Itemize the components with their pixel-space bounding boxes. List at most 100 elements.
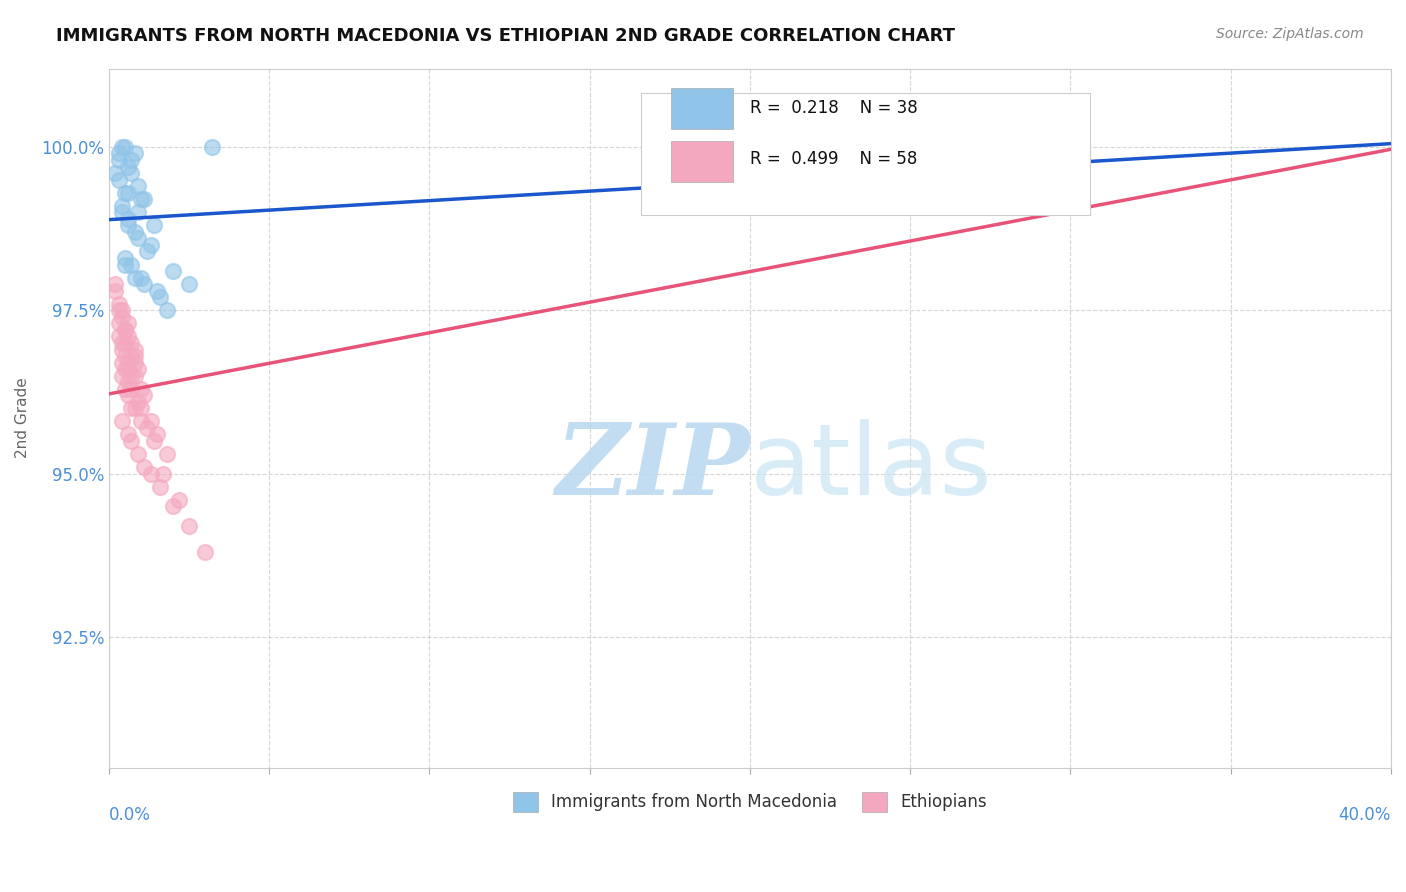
Point [127, 447, 149, 461]
Point [111, 355, 134, 369]
Point [104, 277, 127, 292]
Point [111, 303, 134, 318]
Point [129, 270, 152, 285]
Point [120, 382, 142, 396]
Text: ZIP: ZIP [555, 419, 749, 516]
Point [120, 368, 142, 383]
Point [120, 166, 142, 180]
Point [1059, 140, 1081, 154]
Y-axis label: 2nd Grade: 2nd Grade [15, 377, 30, 458]
Point [124, 343, 146, 357]
Point [107, 172, 129, 186]
Point [117, 317, 139, 331]
Point [107, 146, 129, 161]
Point [124, 355, 146, 369]
Text: R =  0.218    N = 38: R = 0.218 N = 38 [749, 99, 918, 118]
Point [111, 368, 134, 383]
Point [169, 492, 191, 507]
Point [114, 362, 136, 376]
Point [200, 140, 222, 154]
Point [117, 427, 139, 442]
Point [114, 258, 136, 272]
Point [146, 427, 169, 442]
Point [156, 447, 179, 461]
Point [111, 199, 134, 213]
Point [111, 335, 134, 350]
Point [134, 388, 156, 402]
Point [124, 401, 146, 416]
Point [117, 211, 139, 226]
Point [104, 166, 127, 180]
Point [111, 414, 134, 428]
Point [114, 323, 136, 337]
Point [156, 303, 179, 318]
Point [107, 317, 129, 331]
Point [107, 297, 129, 311]
Point [139, 467, 162, 481]
Point [120, 434, 142, 448]
Point [124, 349, 146, 363]
Point [114, 335, 136, 350]
Point [136, 421, 159, 435]
Point [114, 186, 136, 200]
Point [149, 290, 172, 304]
Point [120, 258, 142, 272]
Point [1059, 140, 1081, 154]
Point [120, 153, 142, 167]
Point [111, 343, 134, 357]
Text: IMMIGRANTS FROM NORTH MACEDONIA VS ETHIOPIAN 2ND GRADE CORRELATION CHART: IMMIGRANTS FROM NORTH MACEDONIA VS ETHIO… [56, 27, 955, 45]
Point [134, 460, 156, 475]
Point [129, 382, 152, 396]
Point [134, 192, 156, 206]
Point [111, 205, 134, 219]
Point [194, 545, 217, 559]
Point [117, 219, 139, 233]
Legend: Immigrants from North Macedonia, Ethiopians: Immigrants from North Macedonia, Ethiopi… [506, 785, 994, 819]
Point [124, 270, 146, 285]
Point [127, 205, 149, 219]
Point [129, 414, 152, 428]
Point [120, 401, 142, 416]
Text: 0.0%: 0.0% [110, 806, 150, 824]
Point [104, 284, 127, 298]
Point [129, 192, 152, 206]
Point [111, 140, 134, 154]
Text: Source: ZipAtlas.com: Source: ZipAtlas.com [1216, 27, 1364, 41]
Point [139, 238, 162, 252]
Point [117, 329, 139, 343]
Point [117, 388, 139, 402]
Text: R =  0.499    N = 58: R = 0.499 N = 58 [749, 151, 917, 169]
Point [117, 375, 139, 389]
Point [146, 284, 169, 298]
Point [142, 219, 165, 233]
Point [129, 401, 152, 416]
Point [114, 349, 136, 363]
Point [162, 264, 184, 278]
Point [114, 382, 136, 396]
FancyBboxPatch shape [641, 93, 1090, 215]
Point [127, 394, 149, 409]
Point [120, 335, 142, 350]
Text: 40.0%: 40.0% [1339, 806, 1391, 824]
Point [124, 225, 146, 239]
Point [136, 244, 159, 259]
Point [152, 467, 174, 481]
Point [127, 231, 149, 245]
Point [114, 251, 136, 265]
Point [124, 368, 146, 383]
Point [139, 414, 162, 428]
Point [114, 140, 136, 154]
Point [127, 362, 149, 376]
Text: atlas: atlas [749, 418, 991, 516]
Point [107, 153, 129, 167]
Point [120, 349, 142, 363]
Point [177, 519, 200, 533]
Point [117, 160, 139, 174]
Point [177, 277, 200, 292]
Point [114, 323, 136, 337]
Point [117, 355, 139, 369]
Point [111, 310, 134, 324]
Point [117, 186, 139, 200]
FancyBboxPatch shape [671, 141, 734, 182]
Point [149, 480, 172, 494]
